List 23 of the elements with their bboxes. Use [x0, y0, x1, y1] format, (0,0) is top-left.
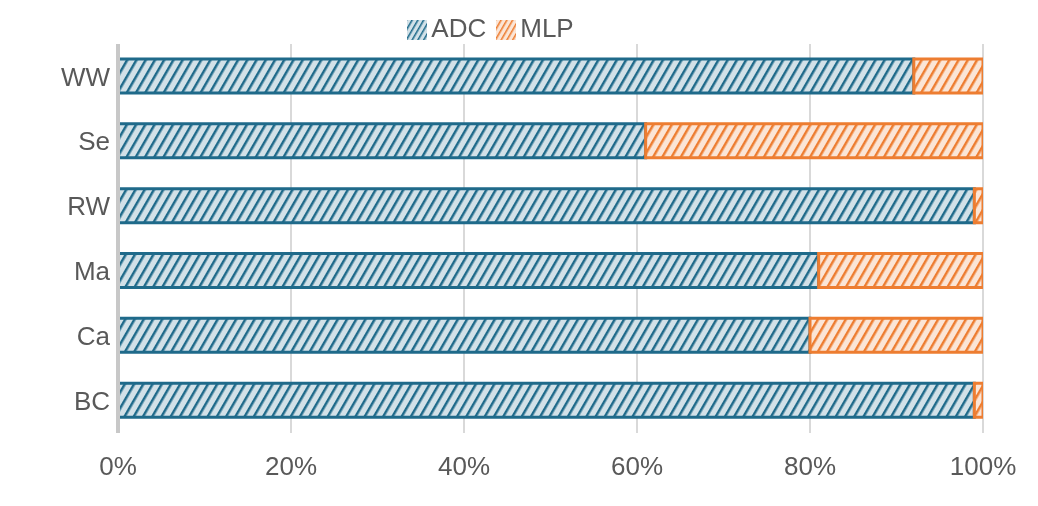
legend-label: ADC [431, 13, 487, 43]
x-tick-label: 20% [264, 451, 318, 482]
x-tick-label: 40% [437, 451, 491, 482]
bar [972, 187, 983, 225]
bar [118, 316, 812, 354]
y-tick-label: Ma [73, 256, 111, 287]
y-tick-label: Se [78, 126, 110, 157]
x-tick-label: 0% [99, 451, 137, 482]
y-tick-label: Ca [76, 320, 111, 351]
bar [808, 316, 983, 354]
y-tick-label: RW [67, 191, 111, 222]
bar [972, 381, 983, 419]
bar [644, 122, 983, 160]
bar [118, 187, 976, 225]
y-tick-label: WW [60, 61, 111, 92]
x-tick-label: 80% [783, 451, 837, 482]
legend-label: MLP [520, 13, 574, 43]
bar [118, 381, 976, 419]
y-tick-label: BC [73, 385, 110, 416]
bar [912, 57, 983, 95]
x-tick-label: 100% [949, 451, 1017, 482]
bar [817, 252, 983, 289]
x-tick-label: 60% [610, 451, 664, 482]
